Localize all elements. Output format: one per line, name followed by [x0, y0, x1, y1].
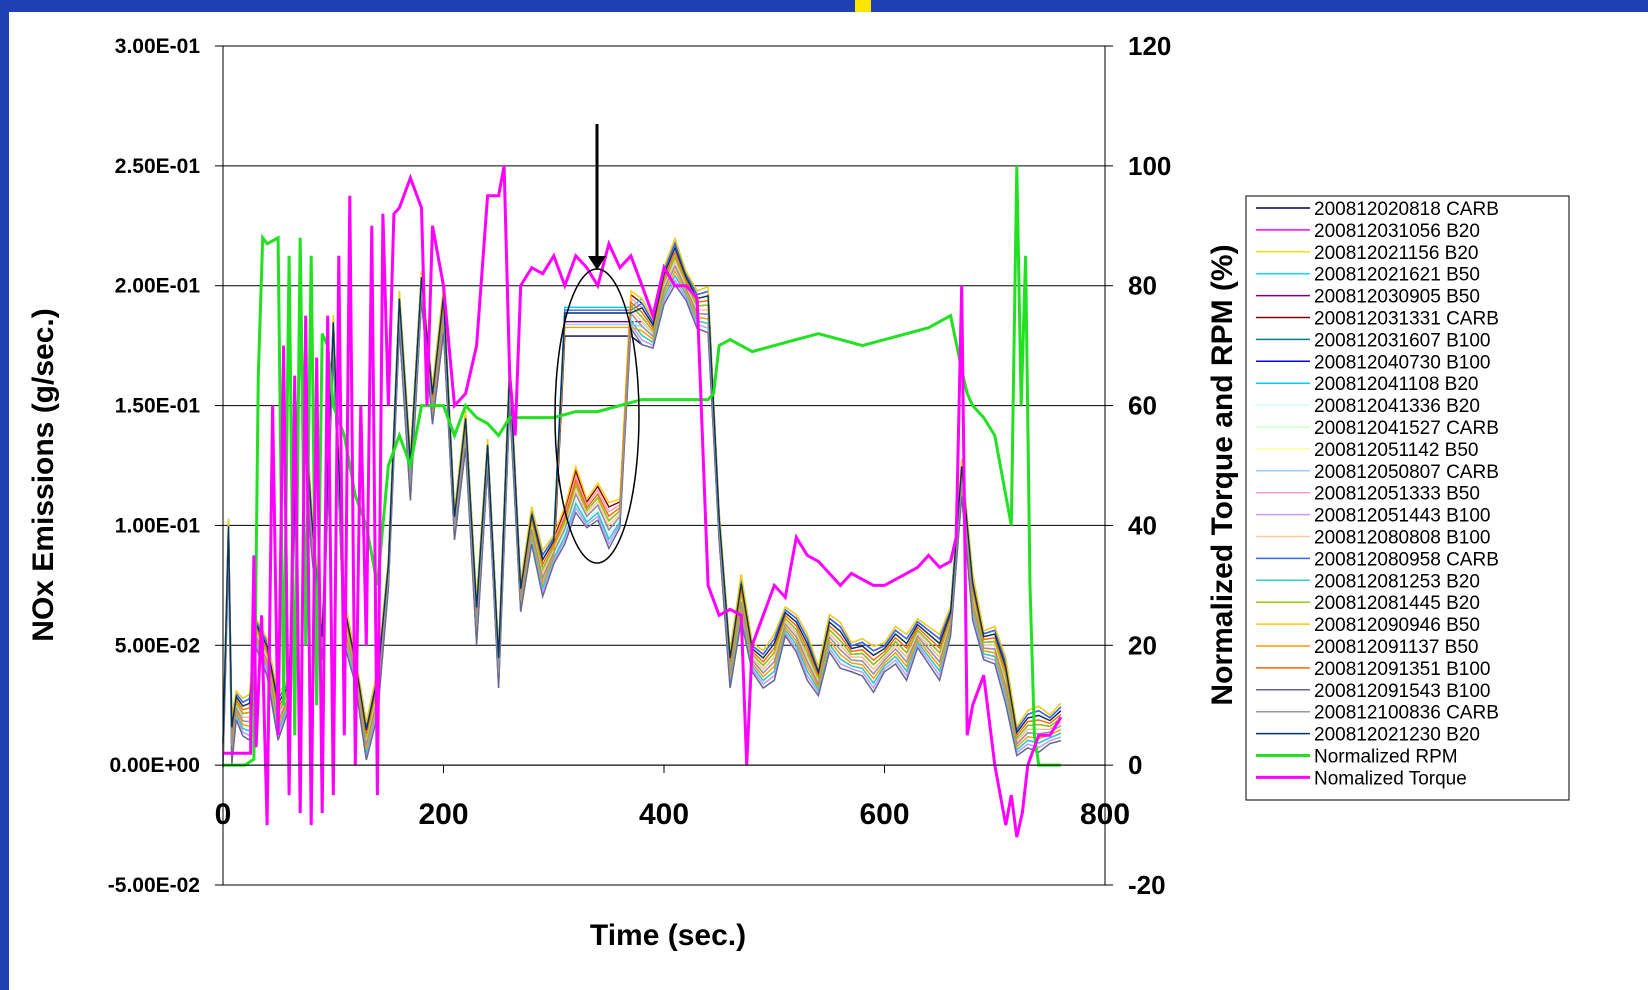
- legend-label: 200812081445 B20: [1314, 593, 1480, 614]
- legend-label: 200812031331 CARB: [1314, 309, 1499, 330]
- x-tick-label: 0: [215, 798, 232, 831]
- y2-tick-label: 40: [1128, 510, 1157, 540]
- legend-label: 200812041527 CARB: [1314, 418, 1499, 439]
- legend-label: 200812021230 B20: [1314, 725, 1480, 746]
- legend-label: 200812080958 CARB: [1314, 549, 1499, 570]
- legend-box: [1245, 195, 1570, 801]
- legend-label: 200812081253 B20: [1314, 571, 1480, 592]
- y-tick-label: 2.50E-01: [115, 155, 201, 178]
- legend-label: 200812041336 B20: [1314, 396, 1480, 417]
- y2-tick-label: 80: [1128, 271, 1157, 301]
- legend-label: 200812051142 B50: [1314, 440, 1478, 461]
- legend-label: 200812050807 CARB: [1314, 462, 1499, 483]
- legend-label: 200812100836 CARB: [1314, 703, 1499, 724]
- x-tick-label: 800: [1080, 798, 1130, 831]
- legend-label: 200812041108 B20: [1314, 374, 1478, 395]
- nox-series-line: [222, 245, 1062, 745]
- y-tick-label: 1.00E-01: [115, 514, 201, 537]
- annotation-arrowhead: [588, 256, 606, 270]
- slide-marker: [855, 0, 871, 12]
- y-tick-label: 5.00E-02: [115, 634, 200, 657]
- axes: [215, 45, 1113, 886]
- y-axis-label: NOx Emissions (g/sec.): [27, 308, 60, 641]
- y-tick-label: 3.00E-01: [115, 35, 201, 58]
- y2-tick-label: 100: [1128, 151, 1171, 181]
- rpm-series-line: [223, 165, 1061, 767]
- y-tick-label: 0.00E+00: [109, 754, 200, 777]
- legend-label: 200812091351 B100: [1314, 659, 1490, 680]
- legend-label: 200812051443 B100: [1314, 506, 1490, 527]
- legend-label: 200812031607 B100: [1314, 330, 1490, 351]
- y-tick-label: 1.50E-01: [115, 395, 201, 418]
- x-tick-label: 200: [418, 798, 468, 831]
- torque-series-line: [223, 165, 1063, 838]
- rpm-series-group: [223, 165, 1061, 767]
- legend-label: 200812040730 B100: [1314, 352, 1490, 373]
- legend-label: 200812091543 B100: [1314, 681, 1490, 702]
- x-axis-label: Time (sec.): [590, 919, 746, 952]
- legend-label: 200812020818 CARB: [1314, 199, 1499, 220]
- legend-label: 200812031056 B20: [1314, 221, 1480, 242]
- y-tick-label: 2.00E-01: [115, 275, 201, 298]
- legend-label: 200812030905 B50: [1314, 287, 1480, 308]
- legend-label: 200812090946 B50: [1314, 615, 1480, 636]
- nox-series-group: [222, 236, 1062, 768]
- y2-axis-label: Normalized Torque and RPM (%): [1206, 244, 1239, 705]
- y-tick-label: -5.00E-02: [108, 874, 200, 897]
- annotations: [554, 124, 640, 564]
- legend-label: 200812051333 B50: [1314, 484, 1480, 505]
- tick-labels: -5.00E-02 0.00E+00 5.00E-02 1.00E-01 1.50E-0…: [108, 31, 1172, 900]
- y2-tick-label: 60: [1128, 391, 1157, 421]
- annotation-ellipse: [554, 268, 640, 564]
- legend-label: Nomalized Torque: [1314, 768, 1467, 789]
- legend-label: 200812021156 B20: [1314, 243, 1478, 264]
- legend-label: 200812021621 B50: [1314, 265, 1480, 286]
- x-tick-label: 400: [639, 798, 689, 831]
- torque-series-group: [223, 165, 1063, 838]
- y2-tick-label: 120: [1128, 31, 1171, 61]
- legend-label: 200812080808 B100: [1314, 528, 1490, 549]
- legend-label: Normalized RPM: [1314, 747, 1458, 768]
- y2-tick-label: 20: [1128, 630, 1157, 660]
- y2-tick-label: -20: [1128, 870, 1166, 900]
- x-tick-label: 600: [859, 798, 909, 831]
- legend-label: 200812091137 B50: [1314, 637, 1478, 658]
- y2-tick-label: 0: [1128, 750, 1142, 780]
